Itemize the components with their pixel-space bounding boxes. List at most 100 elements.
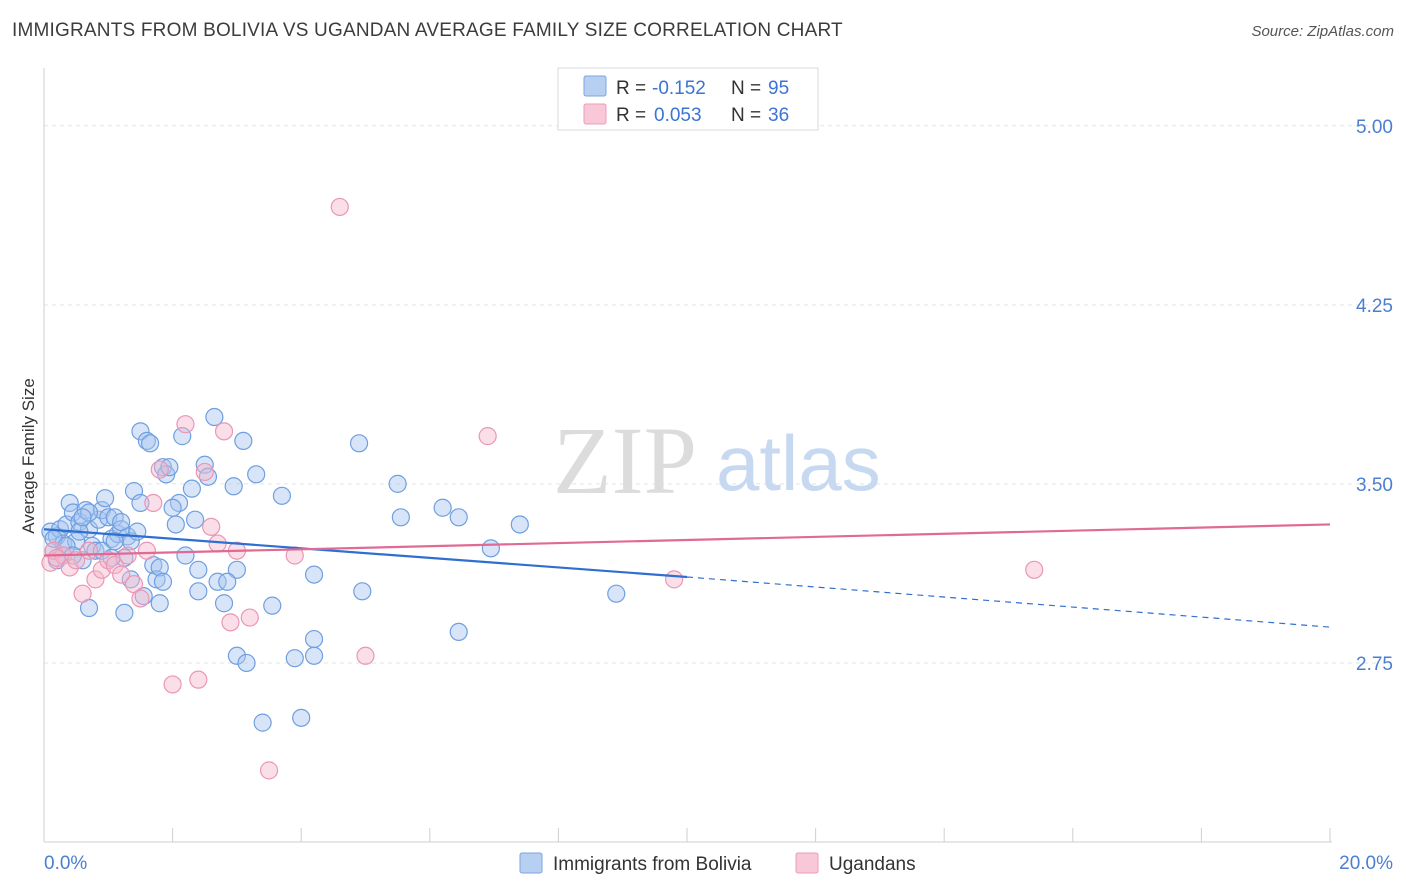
legend-r-label: R = [616, 105, 646, 126]
point-bolivia [218, 572, 237, 591]
watermark-atlas: atlas [716, 419, 881, 507]
point-bolivia [224, 477, 243, 496]
point-bolivia [449, 508, 468, 527]
watermark-zip: ZIP [553, 407, 697, 514]
trend-lines [43, 523, 1331, 628]
axes [43, 68, 1332, 843]
legend-bottom: Immigrants from Bolivia Ugandans [519, 852, 916, 875]
x-tick-labels: 0.0% 20.0% [44, 853, 1393, 874]
point-bolivia [60, 493, 79, 513]
point-ugandans [86, 570, 105, 589]
legend-n-label: N = [731, 105, 761, 126]
point-ugandans [105, 555, 124, 575]
point-ugandans [665, 570, 684, 589]
legend-bottom-bolivia-swatch [519, 852, 543, 874]
point-ugandans [356, 646, 375, 665]
x-tick-label: 0.0% [44, 853, 87, 874]
point-bolivia [195, 455, 214, 474]
legend-bottom-ugandans-swatch [795, 852, 819, 874]
legend-n-value: 36 [768, 105, 789, 126]
point-bolivia [189, 560, 208, 579]
point-bolivia [263, 596, 282, 615]
point-ugandans [79, 541, 99, 560]
point-bolivia [353, 582, 372, 601]
chart-title: IMMIGRANTS FROM BOLIVIA VS UGANDAN AVERA… [12, 20, 843, 41]
series-ugandans-points [41, 197, 1044, 780]
point-bolivia [388, 474, 407, 493]
point-bolivia [150, 558, 169, 577]
point-ugandans [144, 493, 163, 513]
legend-bottom-ugandans-label: Ugandans [829, 854, 916, 875]
point-ugandans [118, 546, 137, 565]
source-credit: Source: ZipAtlas.com [1251, 23, 1394, 40]
legend-r-value: 0.053 [654, 105, 702, 126]
point-ugandans [131, 589, 150, 608]
point-bolivia [186, 510, 205, 529]
point-bolivia [391, 508, 410, 527]
series-bolivia-points [41, 407, 626, 732]
point-bolivia [247, 465, 266, 484]
point-bolivia [115, 603, 134, 622]
point-bolivia [285, 649, 304, 668]
y-tick-label: 4.25 [1356, 296, 1393, 317]
point-ugandans [150, 460, 169, 479]
point-ugandans [221, 613, 240, 632]
legend-r-label: R = [616, 78, 646, 99]
point-ugandans [137, 541, 156, 560]
point-bolivia [481, 539, 500, 558]
point-bolivia [304, 565, 324, 584]
point-ugandans [1025, 560, 1044, 579]
legend-bolivia-swatch [583, 75, 607, 97]
legend-n-label: N = [731, 78, 761, 99]
point-bolivia [510, 515, 529, 534]
point-ugandans [60, 558, 79, 577]
y-tick-label: 2.75 [1356, 654, 1393, 675]
point-bolivia [73, 508, 92, 527]
point-bolivia [112, 512, 131, 532]
legend-r-value: -0.152 [652, 78, 706, 99]
point-ugandans [67, 551, 86, 570]
point-bolivia [349, 434, 369, 453]
point-bolivia [237, 653, 256, 673]
legend-bottom-bolivia-label: Immigrants from Bolivia [553, 854, 752, 875]
point-ugandans [214, 422, 234, 441]
point-bolivia [182, 479, 201, 498]
trend-line-bolivia-extension [686, 576, 1331, 628]
trend-line-ugandans [43, 523, 1331, 557]
point-bolivia [134, 586, 153, 606]
trend-line-bolivia [43, 528, 688, 579]
legend-n-value: 95 [768, 78, 789, 99]
point-bolivia [189, 582, 208, 601]
point-bolivia [253, 713, 272, 732]
point-bolivia [105, 532, 124, 551]
point-bolivia [176, 546, 195, 565]
y-tick-label: 5.00 [1356, 117, 1393, 138]
point-bolivia [137, 431, 156, 450]
point-bolivia [95, 489, 115, 508]
point-bolivia [208, 572, 227, 591]
point-bolivia [140, 434, 160, 453]
y-tick-labels: 2.75 3.50 4.25 5.00 [1356, 117, 1393, 675]
point-ugandans [163, 675, 182, 694]
y-axis-label: Average Family Size [19, 378, 38, 534]
point-bolivia [214, 594, 234, 613]
point-bolivia [272, 486, 292, 505]
point-bolivia [166, 515, 185, 534]
legend-top: R = -0.152 N = 95 R = 0.053 N = 36 [557, 67, 819, 131]
point-bolivia [227, 646, 246, 665]
y-tick-label: 3.50 [1356, 475, 1393, 496]
point-ugandans [259, 761, 279, 780]
point-bolivia [292, 708, 311, 727]
legend-ugandans-swatch [583, 103, 607, 125]
point-ugandans [478, 427, 497, 446]
point-ugandans [330, 197, 349, 217]
point-bolivia [607, 584, 626, 603]
point-ugandans [47, 548, 66, 567]
point-ugandans [240, 608, 259, 627]
point-bolivia [304, 629, 324, 649]
point-bolivia [234, 431, 253, 450]
grid-lines [44, 125, 1380, 664]
point-bolivia [205, 407, 224, 427]
point-ugandans [112, 565, 131, 584]
